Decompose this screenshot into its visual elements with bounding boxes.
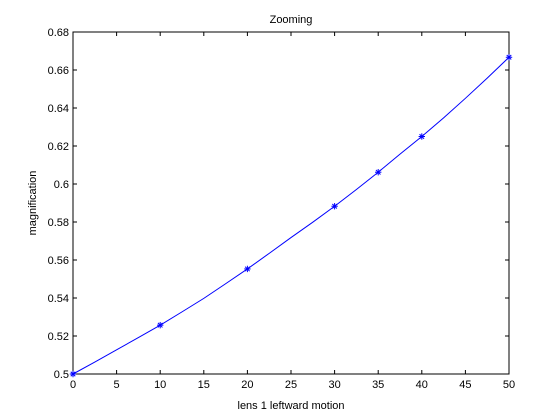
- tick-labels-group: 0 5 10 15 20 25 30 35 40 45 50 0.5 0.52 0.54 0.56 0.58 0…: [48, 27, 516, 391]
- x-tick-label: 35: [372, 379, 384, 391]
- x-tick-label: 40: [416, 379, 428, 391]
- y-tick-label: 0.64: [48, 103, 69, 115]
- x-tick-label: 20: [241, 379, 253, 391]
- x-tick-label: 30: [328, 379, 340, 391]
- x-tick-label: 50: [503, 379, 515, 391]
- y-tick-label: 0.62: [48, 141, 69, 153]
- y-tick-label: 0.54: [48, 293, 69, 305]
- data-point: [418, 133, 425, 140]
- series-line: [72, 56, 510, 375]
- y-tick-label: 0.52: [48, 331, 69, 343]
- axes-box: [72, 31, 510, 375]
- ticks-group: [72, 31, 510, 375]
- y-tick-label: 0.5: [54, 369, 69, 381]
- x-tick-label: 45: [459, 379, 471, 391]
- data-point: [375, 169, 382, 176]
- x-tick-label: 10: [154, 379, 166, 391]
- y-axis-label: magnification: [27, 171, 39, 236]
- chart-title: Zooming: [270, 14, 313, 26]
- data-point: [157, 321, 164, 329]
- series-markers: [69, 54, 513, 378]
- y-tick-label: 0.66: [48, 65, 69, 77]
- data-point: [69, 370, 77, 378]
- y-tick-label: 0.68: [48, 27, 69, 39]
- x-tick-label: 0: [70, 379, 76, 391]
- data-point: [244, 265, 251, 273]
- y-tick-label: 0.56: [48, 255, 69, 267]
- y-tick-label: 0.6: [54, 179, 69, 191]
- data-point: [331, 203, 338, 210]
- x-tick-label: 25: [285, 379, 297, 391]
- y-tick-label: 0.58: [48, 217, 69, 229]
- x-tick-label: 5: [114, 379, 120, 391]
- data-point: [505, 54, 513, 61]
- x-axis-label: lens 1 leftward motion: [238, 400, 345, 412]
- x-tick-label: 15: [198, 379, 210, 391]
